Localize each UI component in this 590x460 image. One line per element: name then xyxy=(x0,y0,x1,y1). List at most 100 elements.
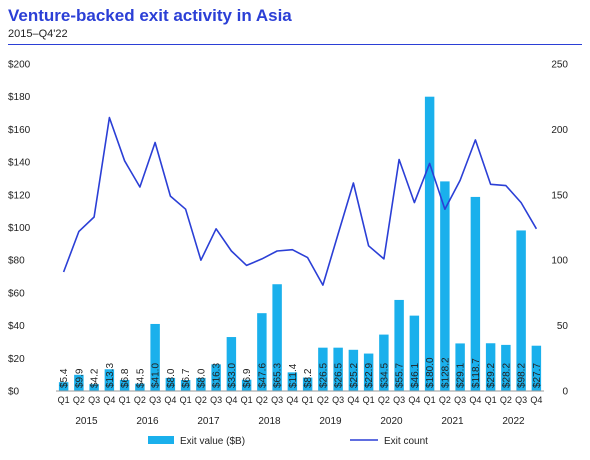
x-quarter-label: Q4 xyxy=(103,395,115,405)
bar-data-label: $8.2 xyxy=(303,368,314,388)
x-quarter-label: Q3 xyxy=(332,395,344,405)
bar-data-label: $26.5 xyxy=(334,363,345,388)
chart-title: Venture-backed exit activity in Asia xyxy=(8,6,292,25)
x-quarter-label: Q1 xyxy=(58,395,70,405)
bar-data-label: $13.3 xyxy=(105,363,116,388)
bar-data-label: $55.7 xyxy=(395,363,406,388)
x-quarter-label: Q2 xyxy=(317,395,329,405)
x-year-label: 2020 xyxy=(380,416,403,427)
x-quarter-label: Q3 xyxy=(88,395,100,405)
x-quarter-label: Q2 xyxy=(195,395,207,405)
bar-data-label: $29.2 xyxy=(486,363,497,388)
bar-exit-value xyxy=(318,347,328,391)
bar-data-label: $4.2 xyxy=(90,368,101,388)
bar-data-label: $26.5 xyxy=(318,363,329,388)
bar-exit-value xyxy=(287,372,298,391)
x-year-label: 2019 xyxy=(319,416,342,427)
title-divider xyxy=(8,44,582,45)
bar-data-label: $16.3 xyxy=(212,363,223,388)
bar-data-label: $180.0 xyxy=(425,357,436,388)
bar-exit-value xyxy=(211,364,221,391)
x-quarter-label: Q2 xyxy=(439,395,451,405)
bar-exit-value xyxy=(165,377,176,391)
x-year-label: 2018 xyxy=(258,416,281,427)
x-year-label: 2022 xyxy=(502,416,525,427)
x-quarter-label: Q3 xyxy=(210,395,222,405)
bar-exit-value xyxy=(89,384,99,391)
y-left-tick-label: $160 xyxy=(8,125,31,136)
bar-data-label: $27.7 xyxy=(532,363,543,388)
legend-label-exit-value: Exit value ($B) xyxy=(180,436,245,447)
y-left-tick-label: $180 xyxy=(8,92,31,103)
x-year-label: 2017 xyxy=(197,416,220,427)
x-quarter-label: Q3 xyxy=(454,395,466,405)
bar-data-label: $33.0 xyxy=(227,363,238,388)
bar-data-label: $8.0 xyxy=(196,368,207,388)
bar-data-label: $29.1 xyxy=(456,363,467,388)
y-left-tick-label: $140 xyxy=(8,158,31,169)
bar-exit-value xyxy=(119,379,130,391)
bar-data-label: $98.2 xyxy=(517,363,528,388)
bar-data-label: $47.6 xyxy=(257,363,268,388)
bar-data-label: $28.2 xyxy=(501,363,512,388)
bar-exit-value xyxy=(394,299,404,391)
bar-exit-value xyxy=(470,196,481,391)
bar-data-label: $25.2 xyxy=(349,363,360,388)
x-quarter-label: Q4 xyxy=(408,395,420,405)
bar-data-label: $4.5 xyxy=(135,368,146,388)
bar-exit-value xyxy=(501,344,511,391)
y-left-tick-label: $200 xyxy=(8,60,31,71)
bar-exit-value xyxy=(424,96,435,391)
chart-subtitle: 2015–Q4'22 xyxy=(8,28,68,40)
bar-data-label: $6.8 xyxy=(120,368,131,388)
bar-data-label: $65.3 xyxy=(273,363,284,388)
legend-swatch-exit-value xyxy=(148,436,174,444)
y-right-tick-label: 250 xyxy=(551,60,568,71)
x-quarter-label: Q4 xyxy=(530,395,542,405)
bar-data-label: $34.5 xyxy=(379,363,390,388)
bar-exit-value xyxy=(272,284,282,391)
bar-exit-value xyxy=(196,377,206,391)
x-quarter-label: Q1 xyxy=(363,395,375,405)
bar-exit-value xyxy=(241,379,252,391)
bar-exit-value xyxy=(74,374,84,391)
x-quarter-label: Q4 xyxy=(469,395,481,405)
bar-data-label: $22.9 xyxy=(364,363,375,388)
x-quarter-label: Q1 xyxy=(485,395,497,405)
y-left-tick-label: $120 xyxy=(8,190,31,201)
y-right-tick-label: 200 xyxy=(551,125,568,136)
bar-exit-value xyxy=(409,315,420,391)
bar-data-label: $6.9 xyxy=(242,368,253,388)
bar-data-label: $11.4 xyxy=(288,363,299,388)
x-quarter-label: Q2 xyxy=(256,395,268,405)
bar-data-label: $118.7 xyxy=(471,358,482,388)
x-quarter-label: Q4 xyxy=(225,395,237,405)
x-year-label: 2015 xyxy=(75,416,98,427)
x-quarter-label: Q4 xyxy=(286,395,298,405)
line-exit-count xyxy=(62,116,538,286)
bar-data-label: $8.0 xyxy=(166,368,177,388)
legend-label-exit-count: Exit count xyxy=(384,436,428,447)
y-right-tick-label: 0 xyxy=(562,387,568,398)
y-left-tick-label: $0 xyxy=(8,387,20,398)
x-quarter-label: Q1 xyxy=(180,395,192,405)
bar-data-label: $6.7 xyxy=(181,368,192,388)
x-quarter-label: Q1 xyxy=(241,395,253,405)
bar-data-label: $128.2 xyxy=(440,357,451,388)
y-left-tick-label: $80 xyxy=(8,256,25,267)
x-quarter-label: Q2 xyxy=(378,395,390,405)
bar-exit-value xyxy=(348,349,359,391)
x-quarter-label: Q3 xyxy=(393,395,405,405)
x-quarter-label: Q4 xyxy=(347,395,359,405)
bar-exit-value xyxy=(104,369,115,391)
bar-exit-value xyxy=(257,313,267,391)
bar-exit-value xyxy=(58,382,69,391)
x-quarter-label: Q4 xyxy=(164,395,176,405)
bar-exit-value xyxy=(333,347,343,391)
bar-data-label: $46.1 xyxy=(410,363,421,388)
bar-data-label: $41.0 xyxy=(151,363,162,388)
bar-exit-value xyxy=(455,343,465,391)
y-left-tick-label: $60 xyxy=(8,288,25,299)
